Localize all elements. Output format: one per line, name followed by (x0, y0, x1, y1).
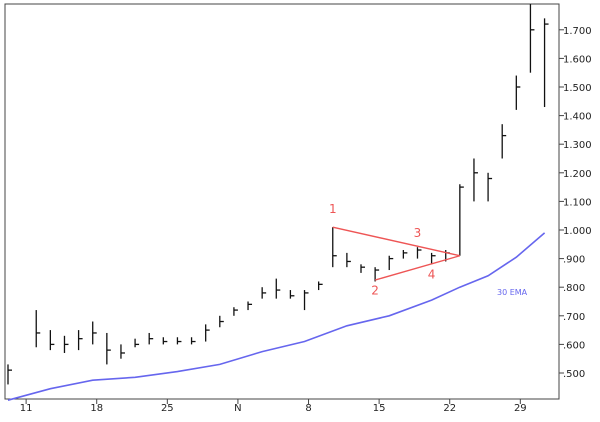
triangle-pattern: 1 2 3 4 (329, 202, 461, 297)
ema-line (7, 232, 546, 401)
price-bars (7, 4, 549, 385)
y-tick-label: 1.600 (563, 54, 592, 65)
x-tick-label: 29 (514, 403, 527, 414)
price-bar (92, 321, 97, 345)
price-bar (275, 278, 281, 299)
x-tick-label: 8 (305, 403, 311, 414)
price-bar (402, 250, 408, 259)
price-bar (374, 267, 380, 282)
x-tick-label: 25 (161, 403, 174, 414)
price-bar (120, 344, 125, 359)
price-bar (162, 337, 168, 345)
price-bar (430, 252, 436, 265)
price-bar (49, 330, 55, 351)
price-bar (501, 124, 507, 159)
price-bar (289, 290, 295, 299)
y-tick-label: 1.400 (563, 112, 592, 123)
price-bar (487, 172, 493, 202)
price-bar (176, 337, 182, 345)
x-tick-label: 15 (373, 403, 386, 414)
price-bar (219, 315, 224, 328)
y-tick-label: .700 (563, 312, 585, 323)
y-tick-label: 1.000 (563, 226, 592, 237)
price-bar (35, 310, 41, 348)
y-tick-label: .800 (563, 283, 585, 294)
price-bar (388, 255, 394, 271)
x-tick-label: 18 (90, 403, 103, 414)
price-bar (261, 287, 267, 299)
price-bar (148, 332, 154, 345)
price-bar (190, 337, 196, 345)
price-bar (360, 264, 365, 273)
price-bar (77, 330, 83, 351)
price-bar (7, 364, 12, 385)
pattern-point-label: 1 (329, 202, 337, 216)
price-bar (134, 338, 140, 348)
price-bar (346, 252, 351, 268)
y-tick-label: .900 (563, 255, 585, 266)
price-bar (233, 307, 238, 316)
pattern-trendline (332, 226, 460, 257)
price-bar (529, 4, 535, 73)
price-bar (416, 247, 422, 259)
x-axis: 11 18 25 N 8 15 22 29 (20, 399, 527, 414)
pattern-point-label: 3 (414, 226, 422, 240)
y-tick-label: 1.200 (563, 169, 592, 180)
pattern-point-label: 4 (428, 268, 436, 282)
pattern-trendline (374, 255, 461, 281)
price-bar (332, 227, 337, 268)
pattern-point-label: 2 (371, 283, 379, 297)
price-bar (317, 281, 323, 291)
x-tick-label: 22 (443, 403, 456, 414)
ema-layer: 30 EMA (7, 232, 546, 401)
x-tick-label: N (234, 403, 241, 414)
y-tick-label: 1.500 (563, 83, 592, 94)
x-tick-label: 11 (20, 403, 33, 414)
price-bar (106, 332, 111, 365)
y-axis: .500 .600 .700 .800 .900 1.000 1.100 1.200 1.300… (559, 26, 592, 380)
price-bar (247, 301, 253, 311)
y-tick-label: .500 (563, 369, 585, 380)
y-tick-label: 1.100 (563, 197, 592, 208)
price-bar (459, 184, 464, 256)
ema-label: 30 EMA (497, 288, 528, 297)
price-bar (543, 18, 549, 108)
price-bar (515, 75, 521, 110)
price-bar (473, 158, 478, 202)
price-bar (205, 324, 210, 342)
price-bar (63, 335, 69, 353)
y-tick-label: 1.700 (563, 26, 592, 37)
y-tick-label: 1.300 (563, 140, 592, 151)
y-tick-label: .600 (563, 340, 585, 351)
price-bar (303, 290, 309, 311)
